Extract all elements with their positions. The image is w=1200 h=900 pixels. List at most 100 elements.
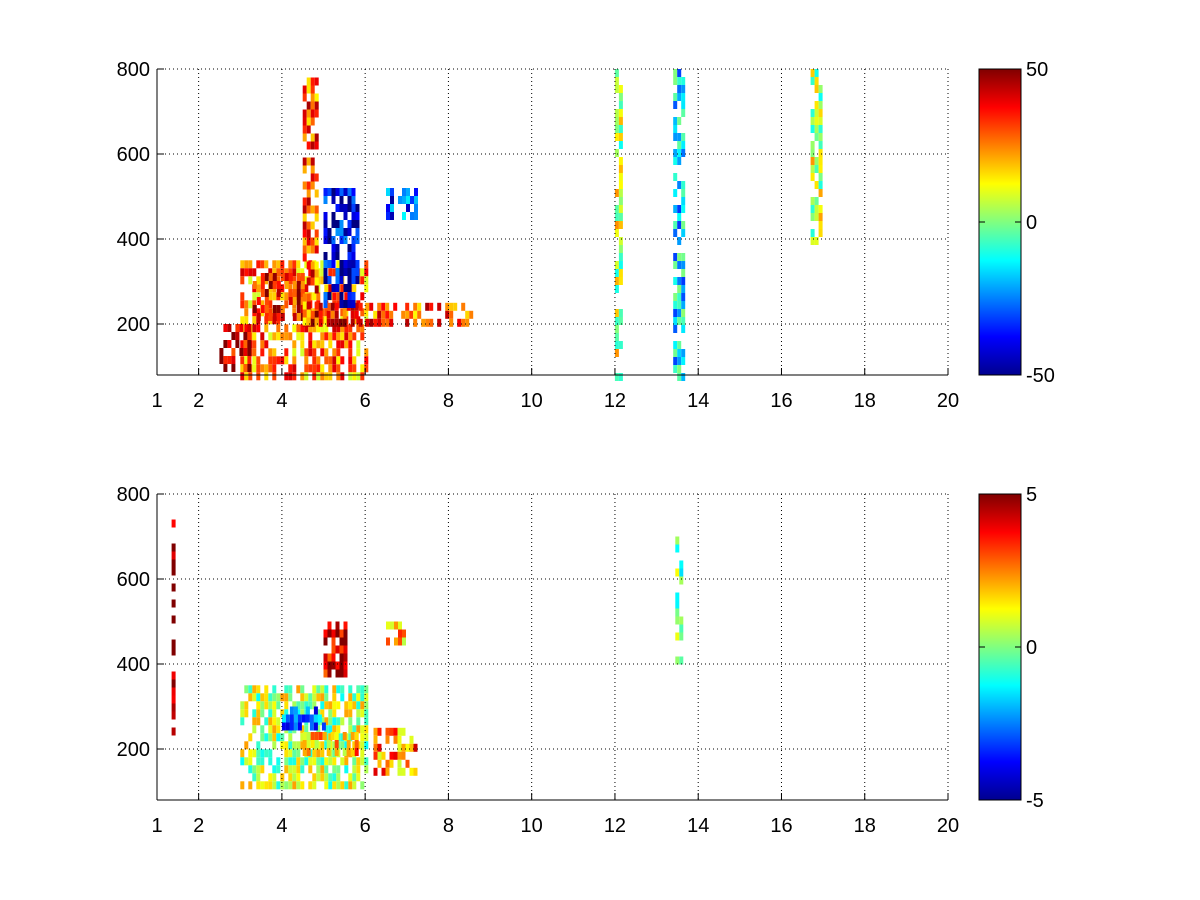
heatmap-cell xyxy=(320,332,325,341)
heatmap-cell xyxy=(342,310,347,319)
heatmap-cell xyxy=(317,714,322,723)
heatmap-cell xyxy=(323,228,328,236)
heatmap-cell xyxy=(292,308,297,317)
heatmap-cell xyxy=(306,309,311,318)
heatmap-cell xyxy=(308,324,313,333)
heatmap-cell xyxy=(324,773,329,782)
heatmap-cell xyxy=(280,693,285,702)
heatmap-cell xyxy=(314,229,319,238)
heatmap-cell xyxy=(343,300,348,308)
heatmap-cell xyxy=(171,711,176,720)
heatmap-cell xyxy=(314,277,319,286)
heatmap-cell xyxy=(394,637,398,646)
heatmap-cell xyxy=(243,348,248,356)
heatmap-cell xyxy=(347,284,352,292)
heatmap-cell xyxy=(373,735,378,744)
heatmap-cell xyxy=(288,332,293,341)
heatmap-cell xyxy=(323,268,328,276)
heatmap-cell xyxy=(810,141,815,149)
heatmap-cell xyxy=(296,332,301,341)
heatmap-cell xyxy=(264,781,269,790)
heatmap-cell xyxy=(331,629,336,638)
heatmap-cell xyxy=(348,693,353,702)
x-tick-label: 20 xyxy=(937,815,959,837)
heatmap-cell xyxy=(360,308,365,317)
heatmap-cell xyxy=(280,273,285,281)
heatmap-cell xyxy=(324,685,329,694)
heatmap-cell xyxy=(339,629,344,638)
heatmap-cell xyxy=(288,749,293,758)
y-tick-label: 800 xyxy=(117,484,150,506)
heatmap-cell xyxy=(312,773,317,782)
heatmap-cell xyxy=(814,101,819,109)
heatmap-cell xyxy=(364,268,369,277)
heatmap-cell xyxy=(326,310,331,319)
heatmap-cell xyxy=(247,332,252,340)
heatmap-cell xyxy=(677,253,682,261)
heatmap-cell xyxy=(356,340,361,349)
heatmap-cell xyxy=(675,616,680,625)
heatmap-cell xyxy=(350,318,355,327)
heatmap-cell xyxy=(268,273,273,281)
heatmap-cell xyxy=(677,133,682,141)
heatmap-cell xyxy=(300,289,305,297)
heatmap-cell xyxy=(618,141,623,149)
heatmap-cell xyxy=(308,332,313,341)
heatmap-cell xyxy=(364,276,369,285)
heatmap-cell xyxy=(469,310,474,319)
heatmap-cell xyxy=(288,733,293,742)
heatmap-cell xyxy=(614,109,619,117)
heatmap-cell xyxy=(268,268,273,277)
heatmap-cell xyxy=(272,701,277,710)
heatmap-cell xyxy=(300,340,305,349)
heatmap-cell xyxy=(344,741,349,750)
heatmap-cell xyxy=(336,717,341,726)
heatmap-cell xyxy=(614,317,619,325)
heatmap-cell xyxy=(614,333,619,341)
heatmap-cell xyxy=(336,364,341,373)
heatmap-cell xyxy=(310,310,315,319)
heatmap-cell xyxy=(243,364,248,372)
heatmap-cell xyxy=(352,741,357,750)
heatmap-cell xyxy=(385,318,390,327)
heatmap-cell xyxy=(248,765,253,774)
heatmap-cell xyxy=(327,292,332,300)
heatmap-cell xyxy=(810,125,815,133)
heatmap-cell xyxy=(302,197,307,206)
heatmap-cell xyxy=(280,268,285,277)
heatmap-cell xyxy=(618,117,623,125)
heatmap-cell xyxy=(280,305,285,313)
x-tick-label: 14 xyxy=(687,815,709,837)
heatmap-cell xyxy=(305,706,310,715)
heatmap-cell xyxy=(351,196,356,204)
heatmap-cell xyxy=(393,735,398,744)
heatmap-cell xyxy=(304,364,309,373)
heatmap-cell xyxy=(235,332,240,340)
heatmap-cell xyxy=(296,289,301,297)
heatmap-cell xyxy=(360,292,365,301)
heatmap-cell xyxy=(351,260,356,268)
heatmap-cell xyxy=(377,743,382,752)
heatmap-cell xyxy=(240,364,245,373)
heatmap-cell xyxy=(365,318,370,327)
heatmap-cell xyxy=(323,260,328,268)
heatmap-cell xyxy=(340,332,345,341)
heatmap-cell xyxy=(681,101,686,109)
heatmap-cell xyxy=(306,205,311,214)
heatmap-cell xyxy=(406,196,410,204)
heatmap-cell xyxy=(272,773,277,782)
heatmap-cell xyxy=(240,701,245,710)
heatmap-cell xyxy=(339,204,344,212)
x-tick-label: 10 xyxy=(521,390,543,412)
heatmap-cell xyxy=(300,281,305,289)
heatmap-cell xyxy=(240,276,245,285)
heatmap-cell xyxy=(414,212,418,220)
heatmap-cell xyxy=(231,332,236,340)
heatmap-cell xyxy=(300,733,305,742)
heatmap-cell xyxy=(328,717,333,726)
heatmap-cell xyxy=(335,188,340,196)
heatmap-cell xyxy=(312,340,317,349)
heatmap-cell xyxy=(264,313,269,321)
heatmap-cell xyxy=(352,773,357,782)
